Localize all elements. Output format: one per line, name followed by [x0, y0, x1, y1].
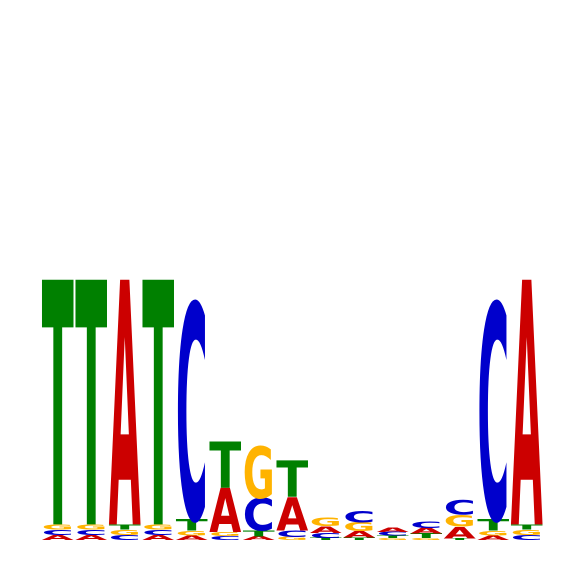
logo-letter-c: C: [142, 528, 174, 536]
logo-letter-t: T: [343, 537, 375, 541]
logo-letter-g: G: [42, 523, 74, 531]
logo-letter-g: G: [75, 523, 107, 531]
logo-letter-g: G: [142, 523, 174, 531]
logo-letter-c: C: [243, 490, 275, 542]
logo-letter-t: T: [243, 529, 275, 538]
logo-letter-c: C: [75, 528, 107, 536]
logo-letter-c: C: [343, 507, 375, 526]
logo-letter-t: T: [310, 537, 342, 541]
logo-letter-c: C: [42, 528, 74, 536]
logo-letter-a: A: [477, 534, 509, 541]
logo-letter-c: C: [109, 534, 141, 542]
logo-letter-c: C: [477, 244, 509, 566]
logo-letter-a: A: [377, 526, 409, 533]
logo-letter-c: C: [310, 532, 342, 540]
logo-letter-g: G: [276, 536, 308, 541]
logo-letter-c: C: [410, 520, 442, 530]
logo-letter-a: A: [243, 535, 275, 541]
logo-letter-t: T: [511, 523, 543, 531]
logo-letter-t: T: [176, 516, 208, 535]
logo-letter-t: T: [42, 213, 74, 566]
logo-letter-c: C: [444, 496, 476, 519]
logo-letter-c: C: [276, 529, 308, 539]
logo-letter-c: C: [377, 531, 409, 537]
logo-letter-a: A: [410, 526, 442, 535]
logo-letter-g: G: [377, 538, 409, 541]
logo-letter-a: A: [176, 534, 208, 541]
logo-letter-a: A: [343, 530, 375, 540]
logo-letter-t: T: [410, 532, 442, 540]
logo-letter-a: A: [109, 214, 141, 566]
logo-letter-g: G: [477, 529, 509, 537]
logo-letter-a: A: [511, 214, 543, 566]
logo-letter-g: G: [109, 528, 141, 536]
logo-letter-a: A: [75, 533, 107, 541]
logo-letter-a: A: [276, 490, 308, 542]
logo-letter-c: C: [176, 244, 208, 566]
logo-letter-g: G: [243, 434, 275, 516]
logo-letter-g: G: [511, 528, 543, 536]
logo-letter-t: T: [109, 523, 141, 531]
logo-letter-t: T: [444, 538, 476, 541]
logo-letter-t: T: [142, 213, 174, 566]
logo-letter-t: T: [477, 516, 509, 535]
logo-letter-t: T: [377, 535, 409, 540]
logo-letter-a: A: [42, 533, 74, 541]
logo-letter-g: G: [410, 538, 442, 541]
logo-letter-a: A: [209, 477, 242, 547]
logo-letter-a: A: [310, 525, 343, 536]
logo-letter-a: A: [142, 533, 174, 541]
logo-letter-c: C: [511, 534, 543, 542]
logo-letter-g: G: [176, 529, 208, 537]
logo-letter-t: T: [75, 213, 107, 566]
logo-letter-g: G: [310, 515, 342, 529]
logo-letter-a: A: [444, 524, 477, 543]
logo-letter-g: G: [444, 512, 476, 531]
logo-letter-t: T: [209, 430, 241, 504]
logo-letter-g: G: [209, 531, 241, 537]
logo-letter-g: G: [343, 520, 375, 534]
logo-letter-t: T: [276, 452, 308, 510]
logo-letter-c: C: [209, 535, 241, 541]
